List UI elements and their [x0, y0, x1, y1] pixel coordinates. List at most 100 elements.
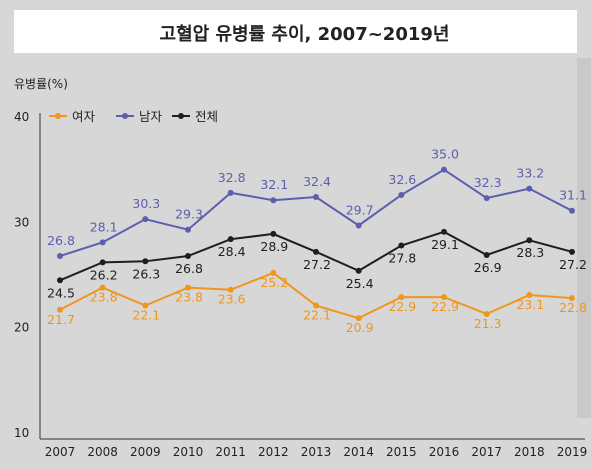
legend-swatch-marker — [122, 113, 128, 119]
x-tick-label: 2007 — [45, 445, 76, 459]
data-label: 26.3 — [132, 266, 160, 281]
data-point — [185, 226, 191, 233]
data-label: 22.1 — [303, 308, 331, 323]
data-point — [57, 253, 63, 260]
data-label: 23.6 — [218, 292, 246, 307]
data-label: 28.9 — [260, 239, 288, 254]
y-tick-label: 10 — [14, 426, 29, 440]
data-label: 22.9 — [388, 299, 416, 314]
x-tick-label: 2016 — [429, 445, 460, 459]
data-point — [185, 253, 191, 260]
legend-label: 여자 — [72, 109, 96, 124]
y-tick-label: 30 — [14, 215, 29, 229]
data-point — [185, 284, 191, 291]
x-tick-label: 2012 — [258, 445, 289, 459]
data-label: 22.8 — [559, 300, 587, 315]
data-label: 35.0 — [431, 147, 459, 162]
data-label: 29.3 — [175, 207, 203, 222]
data-label: 25.4 — [346, 276, 374, 291]
x-tick-label: 2019 — [557, 445, 588, 459]
x-tick-label: 2014 — [343, 445, 374, 459]
data-point — [398, 294, 405, 301]
data-point — [483, 195, 490, 202]
data-label: 28.3 — [516, 245, 544, 260]
data-label: 23.1 — [516, 297, 544, 312]
data-label: 26.8 — [47, 233, 75, 248]
data-point — [99, 239, 106, 246]
data-label: 28.1 — [90, 219, 118, 234]
data-point — [270, 269, 277, 276]
legend-label: 남자 — [139, 109, 163, 124]
data-label: 22.1 — [132, 308, 160, 323]
chart-series: 21.7 23.8 22.1 23.8 23.6 25.2 22.1 20.9 22.9 22.9… — [47, 147, 587, 336]
data-label: 28.4 — [218, 244, 246, 259]
data-label: 29.1 — [431, 237, 459, 252]
data-label: 26.8 — [175, 261, 203, 276]
data-point — [99, 259, 106, 266]
data-point — [227, 236, 234, 243]
x-tick-label: 2017 — [471, 445, 502, 459]
data-point — [526, 237, 533, 244]
data-label: 33.2 — [516, 166, 544, 181]
y-tick-label: 40 — [14, 110, 29, 124]
data-point — [227, 286, 234, 293]
data-label: 25.2 — [260, 275, 288, 290]
y-axis-label: 유병률(%) — [14, 77, 68, 91]
data-point — [569, 207, 575, 214]
chart-title: 고혈압 유병률 추이, 2007~2019년 — [159, 24, 450, 45]
data-label: 30.3 — [132, 196, 160, 211]
x-tick-label: 2011 — [215, 445, 246, 459]
data-point — [355, 222, 362, 229]
legend-swatch-marker — [55, 113, 61, 119]
data-point — [142, 302, 149, 309]
data-label: 22.9 — [431, 299, 459, 314]
x-tick-label: 2013 — [301, 445, 332, 459]
data-point — [441, 166, 447, 173]
data-point — [142, 216, 149, 223]
legend-swatch-marker — [178, 113, 184, 119]
data-point — [142, 258, 149, 265]
legend-label: 전체 — [195, 109, 218, 124]
x-tick-label: 2010 — [173, 445, 204, 459]
data-label: 32.6 — [388, 172, 416, 187]
data-label: 32.1 — [260, 177, 288, 192]
data-point — [227, 189, 234, 196]
data-label: 23.8 — [90, 290, 118, 305]
data-label: 32.4 — [303, 174, 331, 189]
data-point — [398, 191, 405, 198]
x-tick-label: 2018 — [514, 445, 545, 459]
data-point — [313, 194, 319, 201]
data-label: 27.8 — [388, 251, 416, 266]
data-label: 32.8 — [218, 170, 246, 185]
data-label: 27.2 — [559, 257, 587, 272]
data-point — [355, 267, 362, 274]
data-point — [270, 197, 277, 204]
data-point — [483, 251, 490, 258]
right-edge-panel — [577, 58, 591, 418]
data-point — [270, 230, 277, 237]
data-point — [441, 294, 447, 301]
data-point — [398, 242, 405, 249]
data-point — [57, 277, 63, 284]
data-point — [57, 306, 63, 313]
data-label: 24.5 — [47, 285, 75, 300]
data-point — [569, 248, 575, 255]
chart-axes: 유병률(%) 10 20 30 40 2007 2008 2009 2010 2011 2012 20… — [14, 77, 587, 459]
data-label: 20.9 — [346, 320, 374, 335]
data-point — [99, 284, 106, 291]
data-point — [313, 302, 319, 309]
data-point — [355, 315, 362, 322]
data-point — [483, 310, 490, 317]
data-label: 26.2 — [90, 267, 118, 282]
data-point — [526, 292, 533, 299]
data-point — [569, 295, 575, 302]
y-tick-label: 20 — [14, 321, 29, 335]
data-label: 31.1 — [559, 188, 587, 203]
data-point — [526, 185, 533, 192]
data-point — [441, 228, 447, 235]
title-bar: 고혈압 유병률 추이, 2007~2019년 — [14, 10, 577, 53]
data-label: 29.7 — [346, 202, 374, 217]
x-tick-label: 2008 — [87, 445, 118, 459]
data-label: 21.3 — [474, 316, 502, 331]
